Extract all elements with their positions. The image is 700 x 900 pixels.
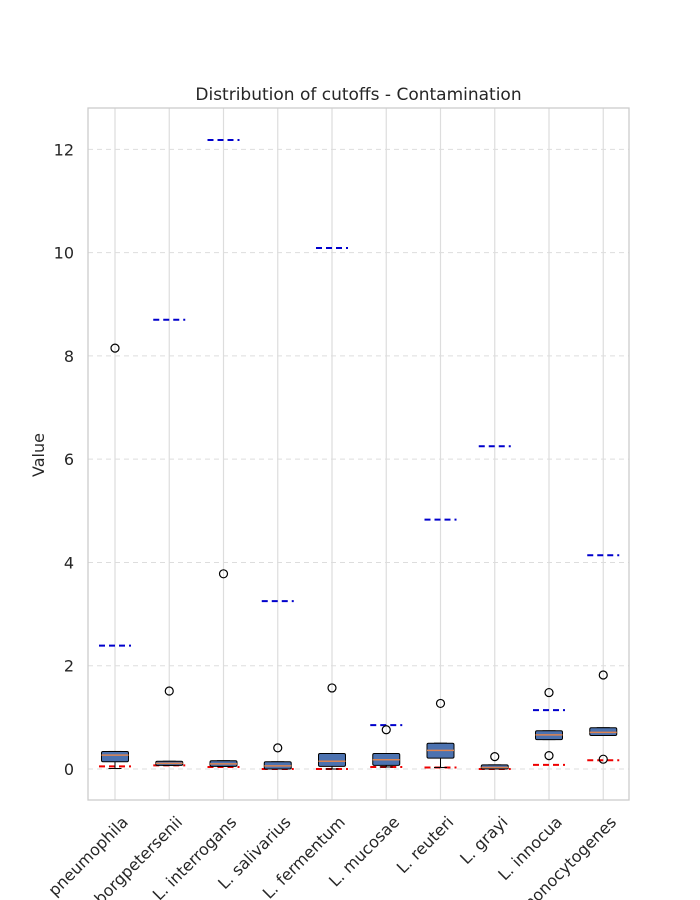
plot-frame (87, 107, 630, 801)
outlier-point (598, 670, 608, 680)
grid-layer (88, 108, 629, 800)
outlier-point (110, 343, 120, 353)
box (318, 753, 346, 767)
box-group (370, 724, 403, 768)
box (589, 727, 618, 736)
outlier-point (544, 750, 554, 761)
box-group (99, 343, 131, 769)
y-tick-label: 12 (54, 140, 74, 159)
y-tick-label: 0 (64, 760, 74, 779)
chart-title: Distribution of cutoffs - Contamination (195, 85, 521, 105)
outlier-point (381, 725, 391, 735)
box-group (478, 445, 511, 771)
y-tick-label: 6 (64, 450, 74, 469)
outlier-point (435, 698, 446, 709)
box (101, 750, 129, 763)
outlier-point (164, 686, 174, 696)
y-tick-label: 8 (64, 347, 74, 366)
outlier-point (598, 754, 608, 764)
outlier-point (273, 743, 283, 753)
box-group (424, 518, 457, 769)
x-tick-label: L. grayi (456, 812, 512, 868)
x-tick-label: L. reuteri (393, 812, 458, 877)
outlier-point (218, 569, 229, 579)
box-group (207, 139, 240, 768)
y-tick-label: 2 (64, 657, 74, 676)
y-tick-label: 4 (64, 553, 74, 572)
box-group (261, 600, 294, 771)
outlier-point (490, 752, 500, 762)
box-group (587, 554, 620, 764)
marks-layer (99, 139, 620, 771)
box-group (153, 318, 186, 767)
outlier-point (327, 683, 337, 693)
box-group (533, 687, 565, 766)
box-group (316, 246, 348, 771)
y-tick-label: 10 (54, 244, 74, 263)
y-axis-label: Value (29, 433, 48, 477)
outlier-point (544, 687, 554, 698)
